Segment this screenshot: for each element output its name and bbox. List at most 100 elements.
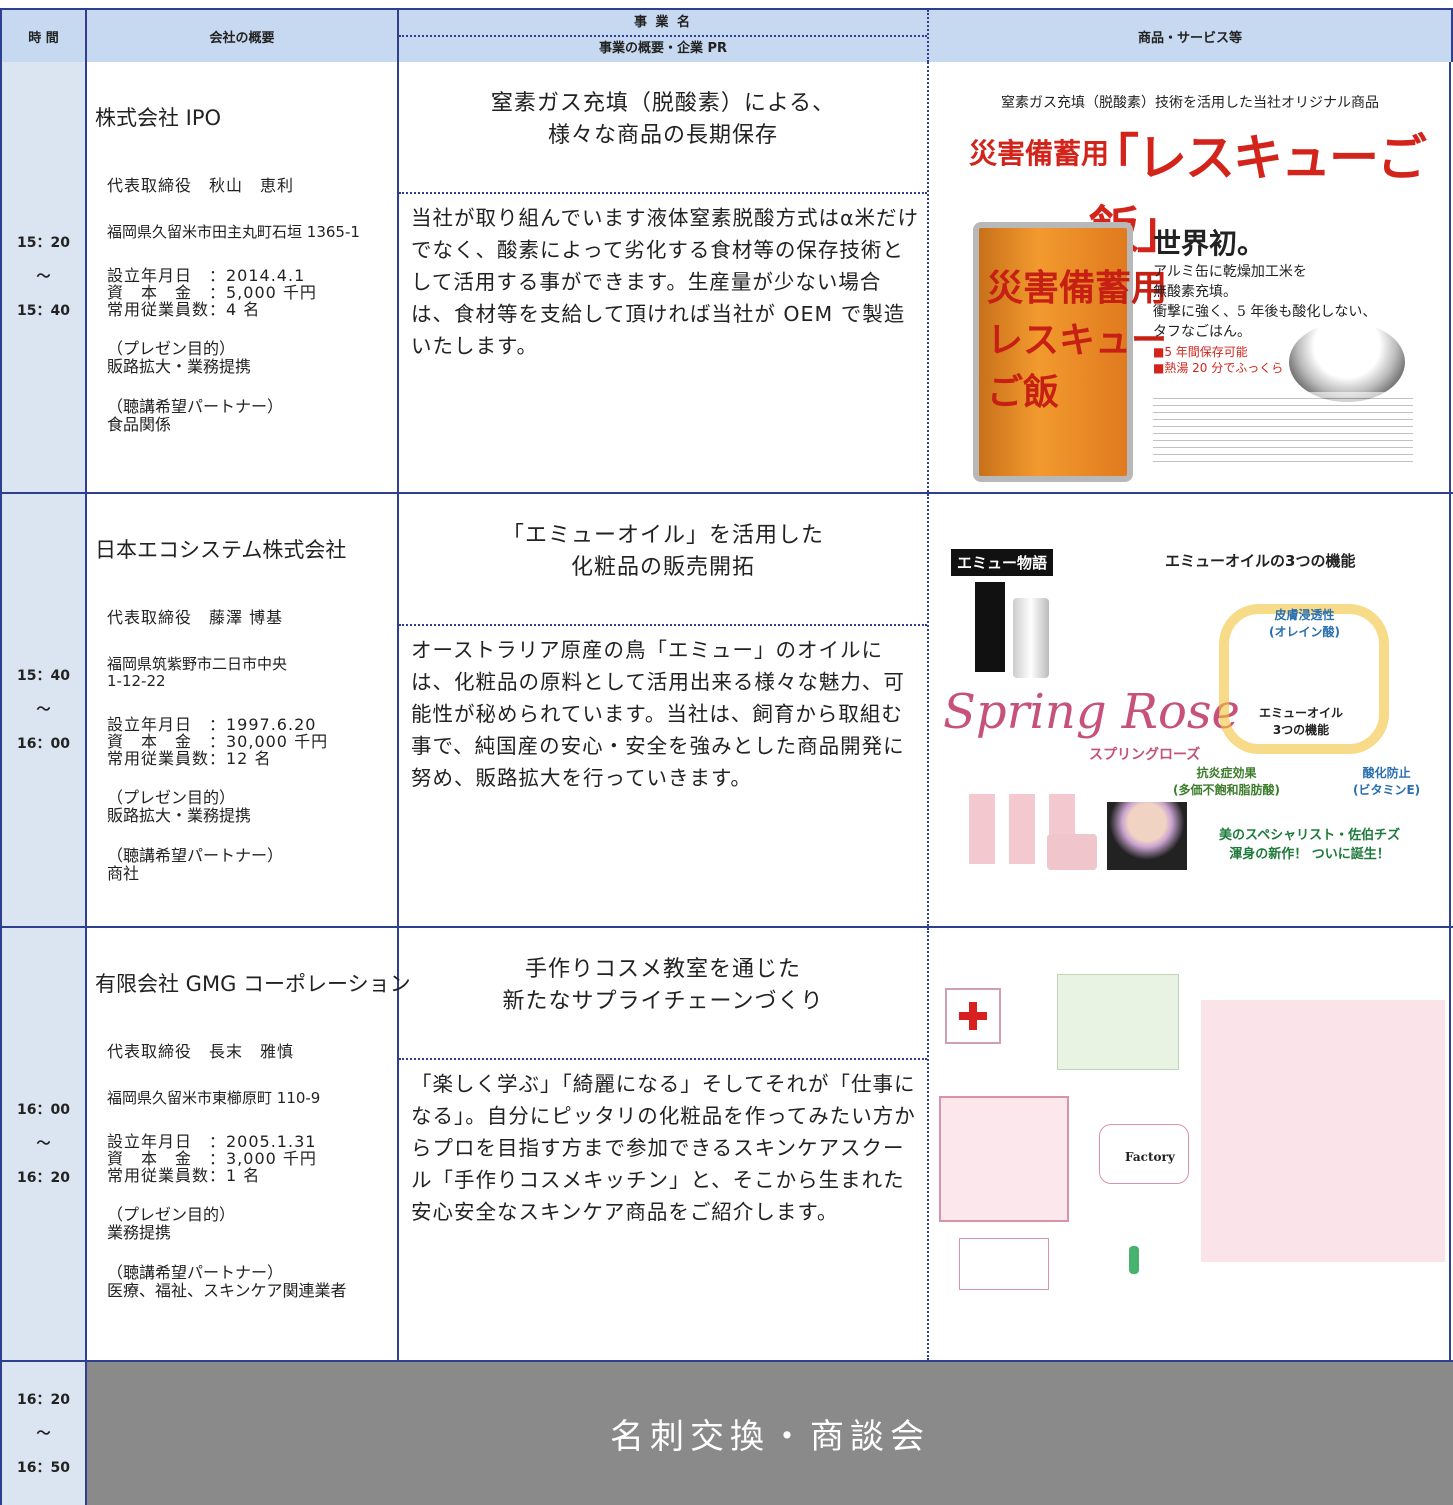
detail-line: 常用従業員数：12 名 — [107, 749, 272, 768]
cross-box — [945, 988, 1001, 1044]
right-area — [1201, 1000, 1445, 1262]
representative: 代表取締役 藤澤 博基 — [107, 608, 284, 627]
business-summary-area: 「楽しく学ぶ」「綺麗になる」そしてそれが「仕事になる」。自分にピッタリの化粧品を… — [399, 1062, 927, 1360]
business-cell: 手作りコスメ教室を通じた 新たなサプライチェーンづくり「楽しく学ぶ」「綺麗になる… — [399, 928, 929, 1360]
table-row: 15：20 ～ 15：40 株式会社 IPO 代表取締役 秋山 恵利福岡県久留米市田… — [0, 62, 1453, 494]
image-text: エミューオイルの3つの機能 — [1165, 552, 1356, 570]
partner: 医療、福祉、スキンケア関連業者 — [107, 1281, 347, 1300]
company-cell: 有限会社 GMG コーポレーション代表取締役 長末 雅慎福岡県久留米市東櫛原町 … — [87, 928, 411, 1360]
details: 設立年月日 ：2005.1.31 資 本 金 ：3,000 千円 常用従業員数：1 … — [95, 1133, 397, 1184]
header-company: 会社の概要 — [87, 10, 399, 62]
purpose-label: （プレゼン目的） — [107, 339, 236, 358]
header-text: 会社の概要 — [209, 30, 275, 46]
image-text: 美のスペシャリスト・佐伯チズ 渾身の新作！ ついに誕生！ — [1219, 828, 1401, 862]
image-text: Factory — [1125, 1150, 1175, 1164]
image-text: 抗炎症効果 (多価不飽和脂肪酸) — [1173, 766, 1280, 797]
image-text: 「レスキューご飯」 — [1089, 128, 1427, 259]
header-time: 時 間 — [0, 10, 87, 62]
representative: 代表取締役 秋山 恵利 — [107, 176, 295, 195]
business-title: 手作りコスメ教室を通じた 新たなサプライチェーンづくり — [502, 957, 824, 1014]
company-name: 有限会社 GMG コーポレーション — [95, 972, 411, 996]
product-cell: エミュー物語 エミューオイルの3つの機能 Spring Rose スプリングローズ 皮膚… — [929, 494, 1451, 926]
partner: 商社 — [107, 864, 140, 883]
business-cell: 窒素ガス充填（脱酸素）による、 様々な商品の長期保存 当社が取り組んでいます液体窒… — [399, 62, 929, 492]
partner-label: （聴講希望パートナー） — [107, 397, 284, 416]
business-title-area: 手作りコスメ教室を通じた 新たなサプライチェーンづくり — [399, 928, 927, 1060]
image-text: スプリングローズ — [1089, 747, 1201, 763]
company-name: 株式会社 IPO — [95, 106, 222, 130]
address: 福岡県筑紫野市二日市中央 1-12-22 — [107, 655, 288, 690]
left-box — [939, 1096, 1069, 1222]
detail-line: 設立年月日 ：2014.4.1 — [107, 266, 306, 285]
rice-can — [973, 222, 1133, 482]
image-text: アルミ缶に乾燥加工米を 無酸素充填。 衝撃に強く、5 年後も酸化しない、 タフな… — [1153, 264, 1377, 340]
table-row: 15：40 ～ 16：00 日本エコシステム株式会社 代表取締役 藤澤 博基 福岡県筑… — [0, 494, 1453, 928]
detail-line: 資 本 金 ：3,000 千円 — [107, 1149, 317, 1168]
product-box — [975, 582, 1005, 672]
person — [1129, 1246, 1139, 1274]
product-bottle — [1013, 598, 1049, 678]
details: 設立年月日 ：1997.6.20 資 本 金 ：30,000 千円 常用従業員数：1… — [95, 716, 397, 767]
business-title: 「エミューオイル」を活用した 化粧品の販売開拓 — [501, 523, 824, 580]
break-row: 16：20 ～ 16：50 名刺交換・商談会 — [0, 1362, 1453, 1505]
header-row: 時 間 会社の概要 事 業 名事業の概要・企業 PR 商品・サービス等 — [0, 8, 1453, 62]
representative: 代表取締役 長末 雅慎 — [107, 1042, 295, 1061]
header-business: 事 業 名事業の概要・企業 PR — [399, 10, 929, 62]
address: 福岡県久留米市東櫛原町 110-9 — [107, 1089, 321, 1107]
company-cell: 株式会社 IPO 代表取締役 秋山 恵利福岡県久留米市田主丸町石垣 1365-1 設… — [87, 62, 399, 492]
bottom-box — [959, 1238, 1049, 1290]
partner: 食品関係 — [107, 415, 172, 434]
time-cell: 15：40 ～ 16：00 — [0, 494, 87, 926]
cross — [959, 1002, 987, 1030]
purpose: 販路拡大・業務提携 — [107, 806, 252, 825]
image-text: 災害備蓄用 レスキュー ご飯 — [987, 267, 1168, 413]
image-text: 災害備蓄用 — [969, 137, 1110, 170]
business-summary: 当社が取り組んでいます液体窒素脱酸方式はα米だけでなく、酸素によって劣化する食材… — [411, 206, 919, 358]
detail-line: 常用従業員数：1 名 — [107, 1166, 261, 1185]
business-title-area: 窒素ガス充填（脱酸素）による、 様々な商品の長期保存 — [399, 62, 927, 194]
purpose-label: （プレゼン目的） — [107, 788, 236, 807]
business-summary-area: オーストラリア原産の鳥「エミュー」のオイルには、化粧品の原料として活用出来る様々… — [399, 628, 927, 926]
business-title-area: 「エミューオイル」を活用した 化粧品の販売開拓 — [399, 494, 927, 626]
spec-lines — [1153, 392, 1413, 462]
image-text: エミューオイル 3つの機能 — [1259, 706, 1344, 737]
image-text: 世界初。 — [1153, 227, 1266, 260]
partner-label: （聴講希望パートナー） — [107, 1263, 284, 1282]
product-caption: 窒素ガス充填（脱酸素）技術を活用した当社オリジナル商品 — [1001, 95, 1379, 111]
purpose-label: （プレゼン目的） — [107, 1205, 236, 1224]
detail-line: 設立年月日 ：2005.1.31 — [107, 1132, 317, 1151]
image-text: ■5 年間保存可能 ■熱湯 20 分でふっくら — [1153, 345, 1284, 375]
header-text: 事業の概要・企業 PR — [598, 41, 728, 56]
time-cell: 16：20 ～ 16：50 — [0, 1362, 87, 1505]
company-cell: 日本エコシステム株式会社代表取締役 藤澤 博基福岡県筑紫野市二日市中央 1-12… — [87, 494, 399, 926]
header-text: 事 業 名 — [399, 10, 927, 37]
detail-line: 常用従業員数：4 名 — [107, 300, 261, 319]
center-circle — [1099, 1124, 1189, 1184]
purpose: 販路拡大・業務提携 — [107, 357, 252, 376]
company-name: 日本エコシステム株式会社 — [95, 538, 347, 562]
portrait — [1107, 802, 1187, 870]
detail-line: 資 本 金 ：30,000 千円 — [107, 732, 329, 751]
rice-bowl — [1289, 322, 1405, 402]
break-label: 名刺交換・商談会 — [610, 1417, 930, 1457]
info-box — [1057, 974, 1179, 1070]
arrow-triangle — [1219, 604, 1389, 754]
time-cell: 16：00 ～ 16：20 — [0, 928, 87, 1360]
business-summary: オーストラリア原産の鳥「エミュー」のオイルには、化粧品の原料として活用出来る様々… — [411, 638, 905, 790]
purpose: 業務提携 — [107, 1223, 172, 1242]
header-text: 時 間 — [28, 30, 59, 46]
business-summary: 「楽しく学ぶ」「綺麗になる」そしてそれが「仕事になる」。自分にピッタリの化粧品を… — [411, 1072, 916, 1224]
detail-line: 設立年月日 ：1997.6.20 — [107, 715, 317, 734]
break-label-cell: 名刺交換・商談会 — [87, 1362, 1453, 1505]
product-cell: 窒素ガス充填（脱酸素）技術を活用した当社オリジナル商品災害備蓄用 「レスキューご飯… — [929, 62, 1451, 492]
image-text: エミュー物語 — [951, 549, 1054, 576]
jar — [1047, 834, 1097, 870]
address: 福岡県久留米市田主丸町石垣 1365-1 — [107, 223, 360, 241]
detail-line: 資 本 金 ：5,000 千円 — [107, 283, 317, 302]
image-text: 皮膚浸透性 (オレイン酸) — [1269, 608, 1340, 639]
header-text: 商品・サービス等 — [1137, 30, 1242, 46]
image-text: 酸化防止 (ビタミンE) — [1353, 766, 1421, 797]
time-cell: 15：20 ～ 15：40 — [0, 62, 87, 492]
